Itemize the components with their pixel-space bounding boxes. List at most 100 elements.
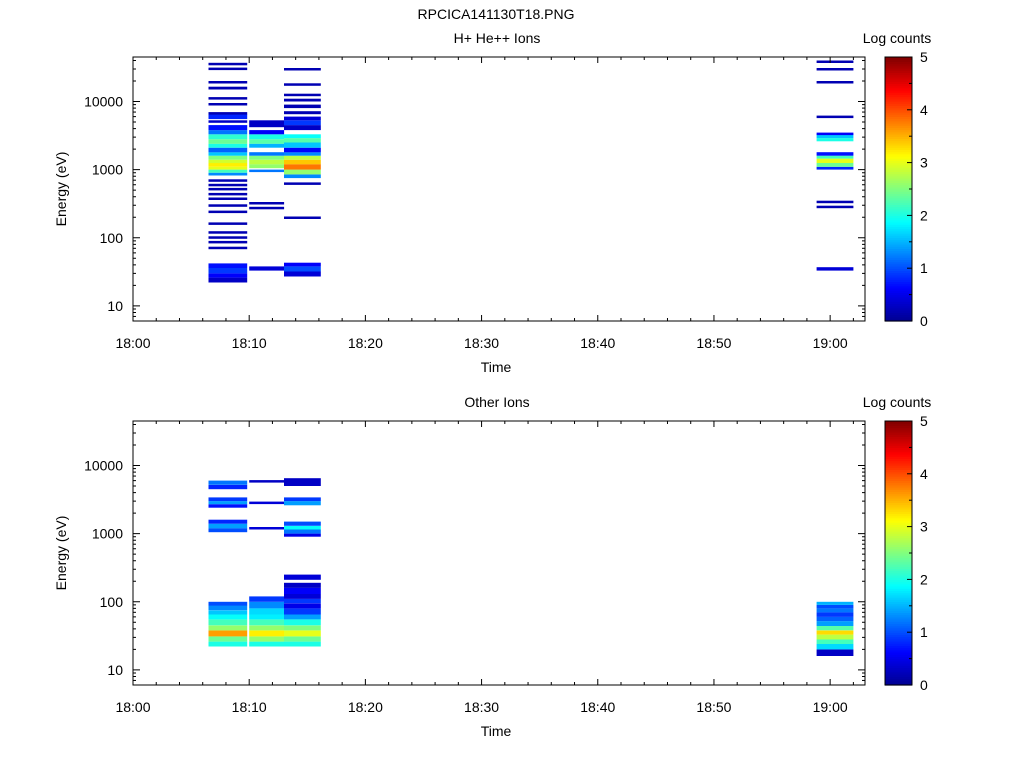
- heatmap-cell: [208, 222, 248, 225]
- colorbar-swatch: [885, 83, 912, 87]
- colorbar-swatch: [885, 296, 912, 300]
- heatmap-cell: [816, 604, 854, 609]
- colorbar-swatch: [885, 255, 912, 258]
- colorbar-swatch: [885, 586, 912, 589]
- y-tick-label: 10000: [84, 458, 123, 474]
- colorbar-swatch: [885, 665, 912, 668]
- colorbar-swatch: [885, 305, 912, 309]
- heatmap-cell: [208, 619, 248, 626]
- heatmap-cell: [816, 601, 854, 605]
- heatmap-cell: [208, 159, 248, 164]
- x-tick-label: 18:50: [696, 699, 731, 715]
- x-tick-label: 18:00: [115, 699, 150, 715]
- heatmap-cell: [208, 605, 248, 611]
- heatmap-cell: [208, 192, 248, 196]
- colorbar-swatch: [885, 208, 912, 212]
- colorbar-swatch: [885, 90, 912, 93]
- heatmap-cell: [284, 174, 321, 179]
- colorbar-swatch: [885, 167, 912, 170]
- colorbar-swatch: [885, 669, 912, 673]
- colorbar-swatch: [885, 131, 912, 135]
- colorbar-swatch: [885, 645, 912, 649]
- colorbar-swatch: [885, 423, 912, 426]
- colorbar-swatch: [885, 101, 912, 104]
- colorbar-swatch: [885, 616, 912, 620]
- colorbar-swatch: [885, 59, 912, 62]
- colorbar-swatch: [885, 484, 912, 488]
- colorbar-swatch: [885, 160, 912, 164]
- heatmap-cell: [208, 480, 248, 485]
- heatmap-cell: [284, 636, 321, 642]
- heatmap-cell: [208, 155, 248, 160]
- colorbar-swatch: [885, 539, 912, 543]
- colorbar-swatch: [885, 153, 912, 157]
- heatmap-cell: [816, 152, 854, 156]
- colorbar-swatch: [885, 112, 912, 115]
- colorbar-swatch: [885, 107, 912, 111]
- heatmap-cell: [208, 120, 248, 123]
- heatmap-cell: [208, 143, 248, 148]
- heatmap-cell: [816, 626, 854, 631]
- colorbar-swatch: [885, 204, 912, 208]
- colorbar-swatch: [885, 257, 912, 260]
- colorbar-swatch: [885, 147, 912, 150]
- heatmap-cell: [284, 142, 321, 148]
- heatmap-cell: [249, 630, 285, 637]
- colorbar-swatch: [885, 438, 912, 442]
- heatmap-cell: [249, 202, 285, 205]
- colorbar-swatch: [885, 478, 912, 481]
- colorbar-swatch: [885, 548, 912, 552]
- heatmap-cell: [284, 83, 321, 86]
- colorbar-swatch: [885, 94, 912, 98]
- heatmap-cell: [208, 497, 248, 502]
- colorbar-swatch: [885, 647, 912, 651]
- colorbar-swatch: [885, 630, 912, 633]
- heatmap-cell: [284, 266, 321, 272]
- colorbar-tick-label: 1: [920, 624, 928, 640]
- colorbar-swatch: [885, 173, 912, 177]
- heatmap-cell: [816, 115, 854, 119]
- colorbar-swatch: [885, 528, 912, 532]
- x-tick-label: 19:00: [813, 335, 848, 351]
- x-tick-label: 18:10: [232, 699, 267, 715]
- heatmap-cell: [208, 81, 248, 84]
- colorbar-swatch: [885, 537, 912, 541]
- colorbar-swatch: [885, 603, 912, 607]
- heatmap-cell: [284, 111, 321, 115]
- colorbar-swatch: [885, 57, 912, 60]
- heatmap-cell: [208, 187, 248, 191]
- heatmap-cell: [284, 169, 321, 175]
- colorbar-swatch: [885, 162, 912, 166]
- heatmap-cell: [249, 266, 285, 271]
- heatmap-cell: [208, 130, 248, 135]
- colorbar-swatch: [885, 191, 912, 194]
- heatmap-cell: [249, 143, 285, 148]
- colorbar-swatch: [885, 572, 912, 576]
- colorbar-swatch: [885, 175, 912, 179]
- colorbar-swatch: [885, 151, 912, 155]
- heatmap-cell: [816, 200, 854, 204]
- colorbar-other: 0 1 2 3 4 5: [884, 413, 928, 693]
- heatmap-cell: [208, 263, 248, 268]
- colorbar-swatch: [885, 610, 912, 613]
- colorbar-swatch: [885, 588, 912, 591]
- colorbar-swatch: [885, 215, 912, 219]
- heatmap-cell: [284, 152, 321, 156]
- colorbar-swatch: [885, 268, 912, 271]
- colorbar-swatch: [885, 495, 912, 499]
- heatmap-cell: [816, 608, 854, 613]
- heatmap-cell: [208, 103, 248, 106]
- heatmap-cell: [816, 205, 854, 209]
- heatmap-cell: [284, 529, 321, 534]
- heatmap-cell: [249, 120, 285, 128]
- heatmap-cell: [284, 116, 321, 121]
- colorbar-swatch: [885, 312, 912, 315]
- colorbar-swatch: [885, 656, 912, 660]
- colorbar-swatch: [885, 533, 912, 536]
- heatmap-cell: [284, 164, 321, 170]
- colorbar-swatch: [885, 303, 912, 307]
- colorbar-swatch: [885, 237, 912, 241]
- figure-title: RPCICA141130T18.PNG: [418, 6, 575, 22]
- colorbar-swatch: [885, 252, 912, 256]
- x-axis-h-he: 18:00 18:10 18:20 18:30 18:40 18:50 19:00: [115, 57, 854, 351]
